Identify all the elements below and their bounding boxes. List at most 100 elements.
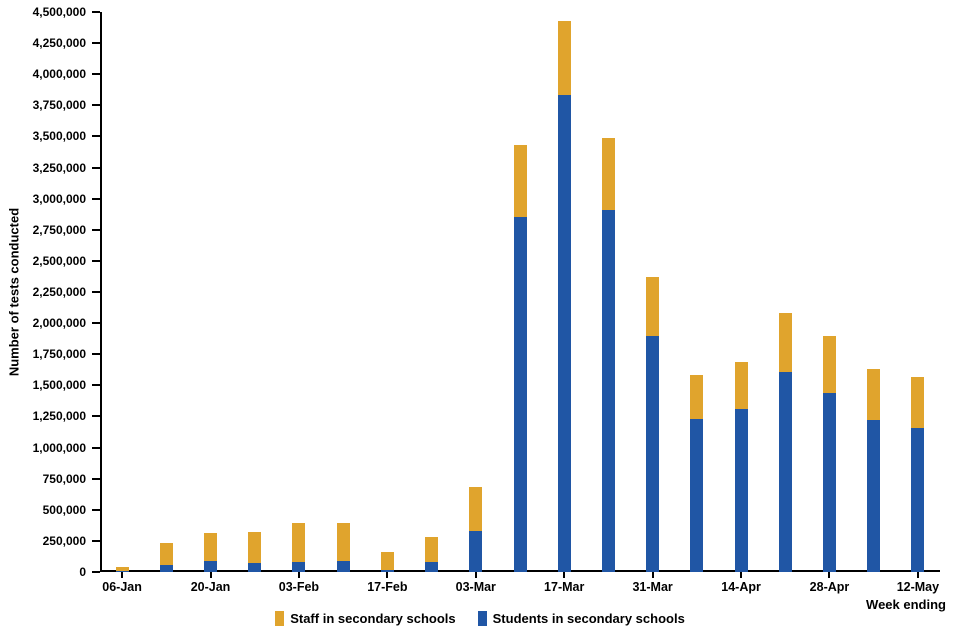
x-tick-mark bbox=[740, 572, 743, 578]
legend-item: Students in secondary schools bbox=[477, 611, 685, 626]
bar-segment bbox=[159, 543, 173, 565]
bar-segment bbox=[115, 571, 129, 573]
x-tick-label: 28-Apr bbox=[809, 580, 850, 594]
bar-segment bbox=[690, 375, 704, 419]
x-tick-label: 06-Jan bbox=[102, 580, 142, 594]
bar-segment bbox=[248, 532, 262, 563]
y-tick-label: 1,000,000 bbox=[32, 440, 86, 455]
x-tick-mark bbox=[563, 572, 566, 578]
y-tick-mark bbox=[92, 539, 100, 542]
x-tick-mark bbox=[474, 572, 477, 578]
y-tick-mark bbox=[92, 477, 100, 480]
y-tick-label: 2,750,000 bbox=[32, 222, 86, 237]
bar-segment bbox=[646, 277, 660, 336]
y-tick-label: 3,500,000 bbox=[32, 129, 86, 144]
y-tick-label: 1,250,000 bbox=[32, 409, 86, 424]
x-axis-title: Week ending bbox=[866, 597, 946, 612]
bar-segment bbox=[911, 376, 925, 428]
bar-segment bbox=[469, 530, 483, 572]
legend-swatch bbox=[477, 611, 487, 626]
bar-segment bbox=[822, 335, 836, 393]
y-tick-mark bbox=[92, 166, 100, 169]
y-tick-label: 1,500,000 bbox=[32, 378, 86, 393]
bar-segment bbox=[336, 561, 350, 572]
bar-segment bbox=[557, 20, 571, 96]
y-tick-mark bbox=[92, 259, 100, 262]
legend-label: Staff in secondary schools bbox=[290, 611, 456, 626]
y-tick-mark bbox=[92, 104, 100, 107]
y-tick-mark bbox=[92, 197, 100, 200]
y-tick-mark bbox=[92, 291, 100, 293]
x-tick-label: 17-Feb bbox=[367, 580, 408, 594]
legend: Staff in secondary schools Students in se… bbox=[0, 611, 960, 626]
bar-segment bbox=[734, 408, 748, 572]
bar-segment bbox=[204, 533, 218, 561]
x-tick-mark bbox=[916, 572, 919, 578]
y-tick-label: 2,000,000 bbox=[32, 316, 86, 331]
bar-segment bbox=[822, 392, 836, 572]
y-tick-mark bbox=[92, 446, 100, 449]
y-tick-label: 3,000,000 bbox=[32, 191, 86, 206]
y-tick-mark bbox=[92, 73, 100, 76]
legend-item: Staff in secondary schools bbox=[275, 611, 456, 626]
y-tick-mark bbox=[92, 353, 100, 356]
y-tick-label: 4,000,000 bbox=[32, 67, 86, 82]
bar-segment bbox=[867, 369, 881, 421]
y-tick-label: 500,000 bbox=[42, 502, 86, 517]
x-tick-mark bbox=[651, 572, 654, 578]
x-tick-label: 12-May bbox=[896, 580, 940, 594]
bar-segment bbox=[867, 420, 881, 572]
bar-segment bbox=[778, 371, 792, 572]
bar-segment bbox=[601, 137, 615, 210]
y-tick-mark bbox=[92, 322, 100, 325]
bar-segment bbox=[292, 523, 306, 563]
y-tick-label: 4,500,000 bbox=[32, 5, 86, 19]
bar-segment bbox=[469, 487, 483, 531]
y-tick-mark bbox=[92, 415, 100, 418]
bar-segment bbox=[513, 145, 527, 218]
x-tick-mark bbox=[386, 572, 389, 578]
bar-segment bbox=[204, 560, 218, 572]
y-tick-label: 250,000 bbox=[42, 533, 86, 548]
y-tick-label: 0 bbox=[79, 565, 86, 579]
y-tick-mark bbox=[92, 228, 100, 231]
y-tick-mark bbox=[92, 42, 100, 45]
y-tick-label: 750,000 bbox=[42, 471, 86, 486]
x-tick-label: 20-Jan bbox=[190, 580, 231, 594]
y-tick-mark bbox=[92, 384, 100, 387]
x-tick-mark bbox=[209, 572, 212, 578]
bar-segment bbox=[425, 562, 439, 572]
y-tick-label: 3,250,000 bbox=[32, 160, 86, 175]
y-tick-mark bbox=[92, 571, 100, 573]
bar-segment bbox=[601, 209, 615, 572]
bar-segment bbox=[380, 552, 394, 570]
legend-label: Students in secondary schools bbox=[492, 611, 685, 626]
y-tick-label: 2,250,000 bbox=[32, 285, 86, 299]
bar-segment bbox=[778, 313, 792, 372]
bar-segment bbox=[115, 567, 129, 572]
y-tick-label: 3,750,000 bbox=[32, 98, 86, 113]
y-tick-label: 2,500,000 bbox=[32, 253, 86, 268]
x-tick-label: 03-Mar bbox=[455, 580, 496, 594]
bar-segment bbox=[513, 217, 527, 572]
bar-segment bbox=[292, 562, 306, 572]
x-tick-label: 17-Mar bbox=[544, 580, 585, 594]
y-tick-label: 4,250,000 bbox=[32, 36, 86, 51]
y-tick-mark bbox=[92, 508, 100, 511]
bar-segment bbox=[336, 522, 350, 562]
x-tick-label: 14-Apr bbox=[721, 580, 761, 594]
y-tick-mark bbox=[92, 11, 100, 13]
bar-segment bbox=[159, 564, 173, 572]
bar-segment bbox=[380, 569, 394, 572]
bar-segment bbox=[557, 95, 571, 572]
y-tick-label: 1,750,000 bbox=[32, 347, 86, 362]
bar-segment bbox=[734, 361, 748, 409]
x-tick-mark bbox=[121, 572, 124, 578]
bar-segment bbox=[248, 562, 262, 572]
bar-segment bbox=[911, 427, 925, 572]
x-tick-mark bbox=[828, 572, 831, 578]
x-tick-label: 31-Mar bbox=[632, 580, 673, 594]
bar-segment bbox=[425, 536, 439, 563]
x-tick-mark bbox=[297, 572, 300, 578]
